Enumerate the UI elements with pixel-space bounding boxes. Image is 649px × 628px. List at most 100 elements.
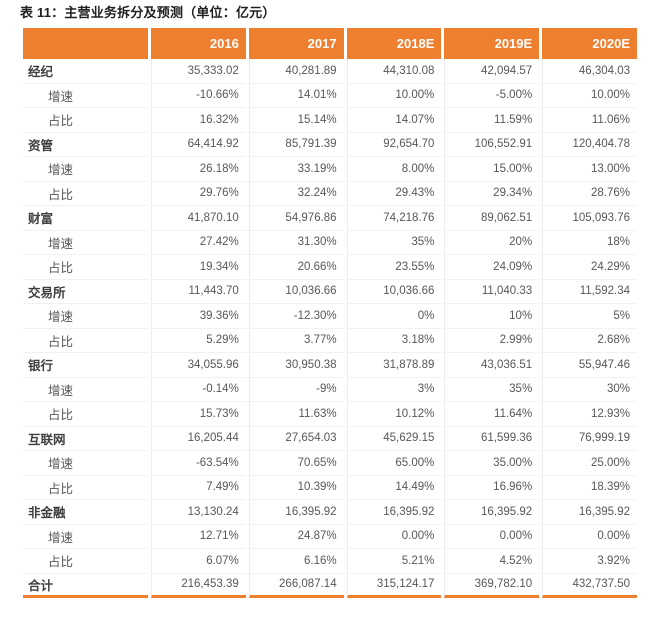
- table-cell: -5.00%: [444, 83, 540, 108]
- table-cell: 76,999.19: [542, 426, 637, 451]
- table-cell: 11.59%: [444, 108, 540, 133]
- table-cell: 106,552.91: [444, 132, 540, 157]
- table-cell: 11,443.70: [151, 279, 246, 304]
- row-label: 经纪: [23, 59, 148, 84]
- table-row: 交易所 11,443.70 10,036.66 10,036.66 11,040.33 1…: [23, 279, 637, 304]
- table-cell: 5%: [542, 304, 637, 329]
- column-header-2017: 2017: [248, 28, 344, 59]
- table-cell: 29.34%: [444, 181, 540, 206]
- row-label: 财富: [23, 206, 148, 231]
- table-cell: 30%: [542, 377, 637, 402]
- table-cell: 6.07%: [151, 549, 246, 574]
- table-cell: 15.00%: [444, 157, 540, 182]
- table-cell: 14.49%: [346, 475, 442, 500]
- column-header-blank: [23, 28, 148, 59]
- table-cell: 70.65%: [248, 451, 344, 476]
- table-cell: 41,870.10: [151, 206, 246, 231]
- table-cell: 16,395.92: [542, 500, 637, 525]
- table-cell: 34,055.96: [151, 353, 246, 378]
- table-cell: 7.49%: [151, 475, 246, 500]
- row-label: 增速: [23, 525, 148, 549]
- table-row: 增速 -10.66% 14.01% 10.00% -5.00% 10.00%: [23, 83, 637, 108]
- table-row: 银行 34,055.96 30,950.38 31,878.89 43,036.51 55…: [23, 353, 637, 378]
- table-cell: 11,040.33: [444, 279, 540, 304]
- table-cell: 12.71%: [151, 524, 246, 549]
- row-label: 占比: [23, 476, 148, 500]
- table-cell: 46,304.03: [542, 59, 637, 84]
- table-row: 占比 5.29% 3.77% 3.18% 2.99% 2.68%: [23, 328, 637, 353]
- row-label: 交易所: [23, 280, 148, 304]
- table-cell: 40,281.89: [248, 59, 344, 84]
- table-cell: 3.77%: [248, 328, 344, 353]
- table-cell: 0.00%: [542, 524, 637, 549]
- table-cell: 26.18%: [151, 157, 246, 182]
- table-title: 表 11：主营业务拆分及预测（单位：亿元）: [20, 5, 276, 20]
- table-cell: 16,395.92: [346, 500, 442, 525]
- row-label: 非金融: [23, 500, 148, 525]
- table-cell: 10.39%: [248, 475, 344, 500]
- table-cell: 31,878.89: [346, 353, 442, 378]
- table-cell: 54,976.86: [248, 206, 344, 231]
- table-row: 占比 15.73% 11.63% 10.12% 11.64% 12.93%: [23, 402, 637, 427]
- table-cell: 35%: [444, 377, 540, 402]
- table-cell: 24.09%: [444, 255, 540, 280]
- column-header-2019e: 2019E: [444, 28, 540, 59]
- row-label: 互联网: [23, 427, 148, 451]
- table-row: 合计 216,453.39 266,087.14 315,124.17 369,782.…: [23, 573, 637, 598]
- table-cell: 11.64%: [444, 402, 540, 427]
- row-label: 占比: [23, 402, 148, 427]
- table-cell: 10,036.66: [248, 279, 344, 304]
- table-cell: 10%: [444, 304, 540, 329]
- table-row: 资管 64,414.92 85,791.39 92,654.70 106,552.91 1…: [23, 132, 637, 157]
- table-row: 财富 41,870.10 54,976.86 74,218.76 89,062.51 10…: [23, 206, 637, 231]
- table-cell: 16.96%: [444, 475, 540, 500]
- table-cell: 432,737.50: [542, 573, 637, 598]
- table-row: 占比 16.32% 15.14% 14.07% 11.59% 11.06%: [23, 108, 637, 133]
- table-cell: -9%: [248, 377, 344, 402]
- table-cell: 13.00%: [542, 157, 637, 182]
- row-label: 增速: [23, 378, 148, 402]
- table-cell: 35.00%: [444, 451, 540, 476]
- table-cell: 32.24%: [248, 181, 344, 206]
- table-cell: 29.43%: [346, 181, 442, 206]
- table-cell: 5.21%: [346, 549, 442, 574]
- table-cell: 11.63%: [248, 402, 344, 427]
- table-cell: 89,062.51: [444, 206, 540, 231]
- row-label: 占比: [23, 549, 148, 574]
- table-cell: 24.29%: [542, 255, 637, 280]
- table-row: 互联网 16,205.44 27,654.03 45,629.15 61,599.36 7…: [23, 426, 637, 451]
- table-cell: 14.01%: [248, 83, 344, 108]
- table-row: 非金融 13,130.24 16,395.92 16,395.92 16,395.92 1…: [23, 500, 637, 525]
- table-cell: 64,414.92: [151, 132, 246, 157]
- table-cell: 65.00%: [346, 451, 442, 476]
- table-cell: 18%: [542, 230, 637, 255]
- table-cell: 20%: [444, 230, 540, 255]
- table-cell: 10.12%: [346, 402, 442, 427]
- table-cell: 0.00%: [346, 524, 442, 549]
- column-header-2020e: 2020E: [542, 28, 637, 59]
- table-cell: 20.66%: [248, 255, 344, 280]
- table-cell: 3.92%: [542, 549, 637, 574]
- row-label: 增速: [23, 157, 148, 182]
- table-cell: 15.14%: [248, 108, 344, 133]
- table-cell: 10.00%: [346, 83, 442, 108]
- table-cell: 3%: [346, 377, 442, 402]
- table-cell: 10.00%: [542, 83, 637, 108]
- table-cell: 14.07%: [346, 108, 442, 133]
- row-label: 增速: [23, 451, 148, 476]
- table-body: 经纪 35,333.02 40,281.89 44,310.08 42,094.57 46…: [23, 59, 637, 598]
- table-cell: 4.52%: [444, 549, 540, 574]
- table-cell: -10.66%: [151, 83, 246, 108]
- row-label: 占比: [23, 108, 148, 133]
- row-label: 增速: [23, 304, 148, 329]
- table-cell: 23.55%: [346, 255, 442, 280]
- table-cell: 25.00%: [542, 451, 637, 476]
- column-header-2016: 2016: [151, 28, 246, 59]
- table-cell: 216,453.39: [151, 573, 246, 598]
- table-cell: 92,654.70: [346, 132, 442, 157]
- table-row: 占比 7.49% 10.39% 14.49% 16.96% 18.39%: [23, 475, 637, 500]
- row-label: 银行: [23, 353, 148, 378]
- table-header: 2016 2017 2018E 2019E 2020E: [23, 28, 637, 59]
- table-cell: 6.16%: [248, 549, 344, 574]
- table-cell: 18.39%: [542, 475, 637, 500]
